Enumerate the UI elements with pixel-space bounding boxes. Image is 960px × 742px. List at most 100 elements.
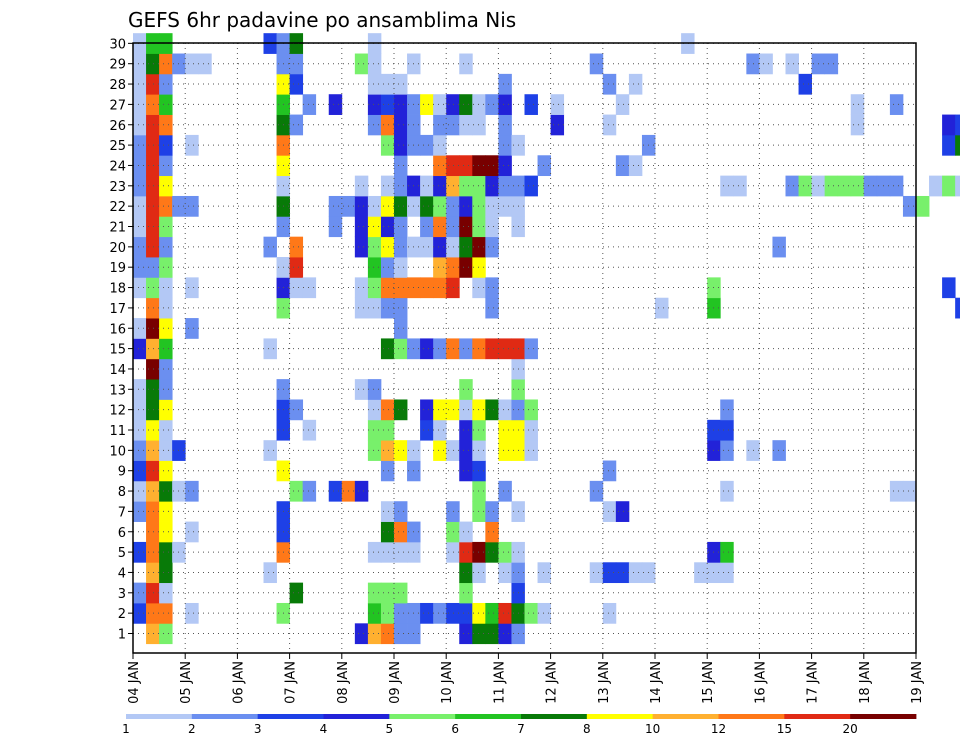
heatmap-cell (446, 501, 460, 522)
heatmap-cell (628, 155, 643, 177)
heatmap-cell (133, 602, 147, 624)
heatmap-cell (720, 419, 734, 441)
y-tick-label: 14 (109, 363, 126, 378)
heatmap-cell (498, 73, 512, 95)
heatmap-cell (146, 419, 160, 441)
heatmap-cell (420, 94, 434, 115)
x-tick-label: 19 JAN (910, 661, 925, 704)
heatmap-cell (420, 277, 434, 299)
heatmap-cell (942, 277, 956, 299)
heatmap-cell (159, 379, 173, 400)
heatmap-cell (133, 257, 147, 278)
heatmap-cell (459, 399, 473, 421)
heatmap-cell (146, 155, 160, 177)
heatmap-cell (589, 53, 604, 75)
heatmap-cell (367, 297, 382, 319)
heatmap-cell (720, 175, 734, 197)
y-tick-label: 20 (109, 241, 126, 256)
heatmap-cell (289, 277, 304, 299)
y-tick-label: 28 (109, 78, 126, 93)
heatmap-cell (394, 338, 408, 360)
heatmap-cell (394, 440, 408, 461)
heatmap-cell (159, 602, 173, 624)
heatmap-cell (602, 562, 617, 584)
heatmap-cell (459, 216, 473, 238)
colorbar-swatch (389, 714, 456, 719)
heatmap-cell (433, 338, 447, 360)
heatmap-cell (159, 399, 173, 421)
heatmap-cell (394, 134, 408, 156)
heatmap-cell (133, 175, 147, 197)
colorbar-swatch (718, 714, 785, 719)
heatmap-cell (133, 582, 147, 604)
heatmap-cell (380, 73, 395, 95)
heatmap-cell (367, 114, 382, 136)
heatmap-cell (146, 623, 160, 645)
colorbar-swatch (784, 714, 851, 719)
heatmap-cell (159, 114, 173, 136)
heatmap-cell (955, 114, 960, 136)
heatmap-cell (185, 521, 199, 543)
heatmap-cell (367, 53, 382, 75)
heatmap-cell (433, 236, 447, 258)
y-tick-label: 13 (109, 383, 126, 398)
heatmap-cell (615, 562, 630, 584)
colorbar-swatch (323, 714, 390, 719)
heatmap-cell (485, 338, 499, 360)
heatmap-cell (459, 53, 473, 75)
heatmap-cell (472, 257, 486, 278)
heatmap-cell (380, 440, 395, 461)
heatmap-cell (380, 501, 395, 522)
x-tick-label: 12 JAN (545, 661, 560, 704)
heatmap-cell (289, 257, 304, 278)
heatmap-cell (394, 399, 408, 421)
heatmap-cell (472, 155, 486, 177)
heatmap-cell (472, 501, 486, 522)
heatmap-cell (159, 236, 173, 258)
heatmap-cell (159, 73, 173, 95)
heatmap-cell (133, 460, 147, 482)
heatmap-cell (367, 440, 382, 461)
heatmap-cell (367, 419, 382, 441)
colorbar-label: 4 (320, 722, 328, 736)
heatmap-cell (537, 602, 551, 624)
x-tick-label: 17 JAN (806, 661, 821, 704)
heatmap-cell (459, 541, 473, 563)
heatmap-cell (302, 94, 317, 115)
heatmap-cell (380, 419, 395, 441)
heatmap-cell (446, 155, 460, 177)
heatmap-cell (146, 318, 160, 339)
heatmap-cell (485, 501, 499, 522)
heatmap-cell (524, 419, 538, 441)
chart-title: GEFS 6hr padavine po ansamblima Nis (128, 8, 516, 32)
heatmap-cell (159, 358, 173, 380)
heatmap-cell (394, 501, 408, 522)
heatmap-cell (850, 175, 865, 197)
heatmap-cell (446, 195, 460, 217)
x-tick-label: 10 JAN (440, 661, 455, 704)
heatmap-cell (146, 521, 160, 543)
heatmap-cell (394, 521, 408, 543)
colorbar-label: 5 (386, 722, 394, 736)
heatmap-cell (498, 134, 512, 156)
heatmap-cell (146, 379, 160, 400)
heatmap-cell (824, 53, 839, 75)
heatmap-cell (472, 399, 486, 421)
heatmap-cell (498, 155, 512, 177)
colorbar-swatch (191, 714, 259, 719)
colorbar-label: 10 (645, 722, 660, 736)
heatmap-cell (524, 440, 538, 461)
heatmap-cell (433, 602, 447, 624)
heatmap-cell (446, 114, 460, 136)
heatmap-cell (420, 419, 434, 441)
heatmap-cell (133, 541, 147, 563)
heatmap-cell (159, 521, 173, 543)
heatmap-cell (798, 175, 812, 197)
heatmap-cell (459, 440, 473, 461)
x-tick-label: 13 JAN (597, 661, 612, 704)
x-tick-label: 16 JAN (753, 661, 768, 704)
heatmap-cell (133, 236, 147, 258)
heatmap-cell (159, 216, 173, 238)
heatmap-cell (472, 440, 486, 461)
heatmap-cell (420, 175, 434, 197)
